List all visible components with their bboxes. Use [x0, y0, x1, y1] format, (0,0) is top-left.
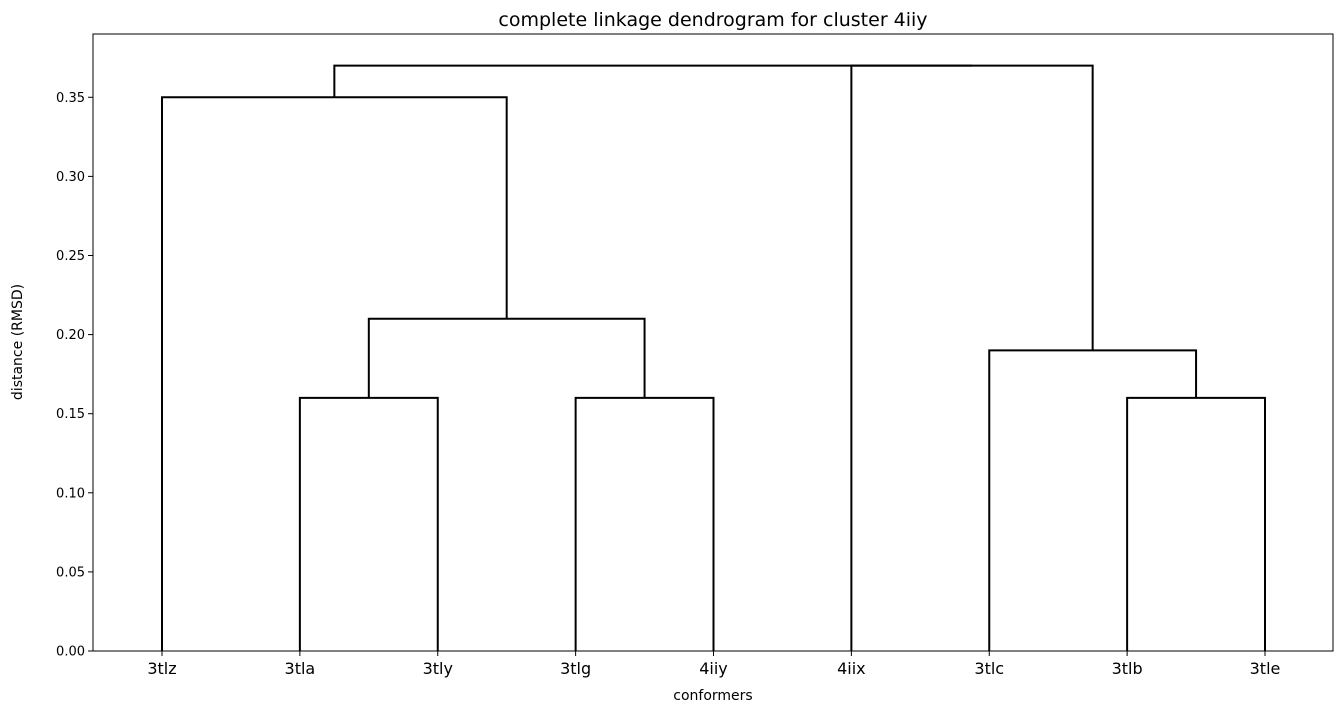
y-tick-label: 0.05	[56, 565, 85, 580]
x-axis-title: conformers	[673, 688, 752, 704]
y-tick-label: 0.00	[56, 645, 85, 660]
leaf-label-4iiy: 4iiy	[699, 659, 728, 678]
leaf-label-3tla: 3tla	[285, 659, 316, 678]
chart-title: complete linkage dendrogram for cluster …	[498, 9, 927, 31]
dendrogram-link-1	[574, 396, 715, 651]
y-axis-ticks: 0.00 0.05 0.10 0.15 0.20 0.25 0.30 0.35	[56, 91, 93, 660]
dendrogram-link-6	[850, 64, 1094, 651]
dendrogram-link-7	[333, 64, 973, 98]
dendrogram-links	[161, 64, 1266, 651]
leaf-label-3tlg: 3tlg	[560, 659, 591, 678]
y-tick-label: 0.15	[56, 407, 85, 422]
y-tick-label: 0.30	[56, 170, 85, 185]
leaf-label-4iix: 4iix	[837, 659, 866, 678]
dendrogram-link-4	[367, 317, 646, 398]
y-tick-label: 0.35	[56, 91, 85, 106]
leaf-label-3tlz: 3tlz	[147, 659, 176, 678]
y-tick-label: 0.25	[56, 249, 85, 264]
x-axis-ticks: 3tlz 3tla 3tly 3tlg 4iiy 4iix 3tlc 3tlb 3tle	[147, 651, 1280, 678]
dendrogram-link-0	[298, 396, 439, 651]
dendrogram-link-5	[161, 96, 508, 651]
dendrogram-link-3	[988, 349, 1198, 651]
dendrogram-link-2	[1126, 396, 1266, 651]
y-tick-label: 0.20	[56, 328, 85, 343]
leaf-label-3tle: 3tle	[1250, 659, 1281, 678]
leaf-label-3tlb: 3tlb	[1112, 659, 1143, 678]
y-axis-title: distance (RMSD)	[10, 284, 26, 400]
y-tick-label: 0.10	[56, 486, 85, 501]
leaf-label-3tly: 3tly	[423, 659, 453, 678]
leaf-label-3tlc: 3tlc	[974, 659, 1004, 678]
